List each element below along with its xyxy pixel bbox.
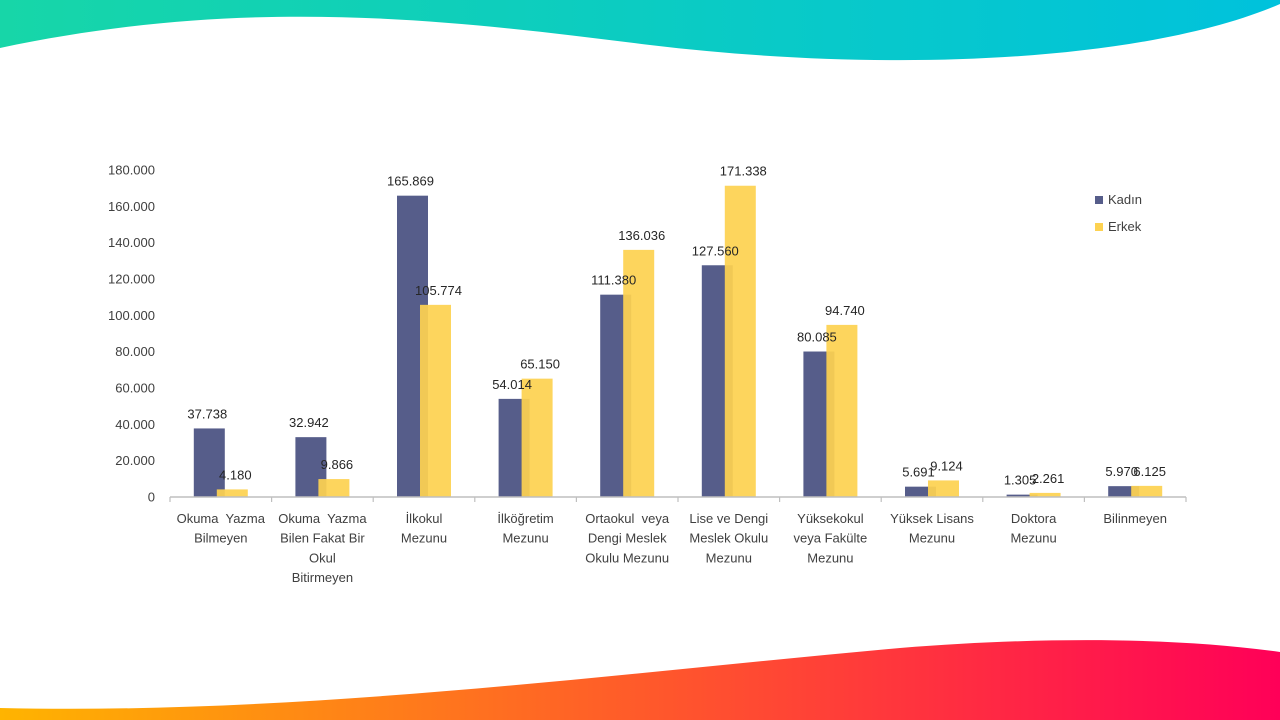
category-label: Dengi Meslek <box>588 531 667 546</box>
bar-kadin <box>1108 486 1140 497</box>
category-label: Bilen Fakat Bir <box>280 531 365 546</box>
category-label: İlkokul <box>406 511 443 526</box>
category-label: veya Fakülte <box>794 531 868 546</box>
category-label: Lise ve Dengi <box>689 511 768 526</box>
category-label: Okul <box>309 550 336 565</box>
y-tick-label: 20.000 <box>115 453 155 468</box>
bar-kadin <box>193 428 225 497</box>
y-tick-label: 180.000 <box>108 163 155 178</box>
bars <box>193 185 1163 497</box>
category-label: Doktora <box>1011 511 1057 526</box>
data-label-kadin: 5.970 <box>1105 464 1138 479</box>
category-label: Mezunu <box>706 550 752 565</box>
legend-label-kadin: Kadın <box>1108 192 1142 207</box>
bar-erkek <box>928 480 959 497</box>
legend-swatch-erkek <box>1095 223 1103 231</box>
bar-erkek <box>1131 485 1163 497</box>
y-tick-label: 100.000 <box>108 308 155 323</box>
data-label-kadin: 37.738 <box>187 406 227 421</box>
bar-erkek <box>521 378 553 497</box>
legend: Kadın Erkek <box>1095 192 1142 234</box>
bottom-wave-decoration <box>0 640 1280 720</box>
category-label: Mezunu <box>909 531 955 546</box>
legend-swatch-kadin <box>1095 196 1103 204</box>
category-label: Mezunu <box>502 531 548 546</box>
data-label-kadin: 127.560 <box>692 243 739 258</box>
data-label-erkek: 65.150 <box>520 357 560 372</box>
category-label: Okulu Mezunu <box>585 550 669 565</box>
category-label: Okuma Yazma <box>278 511 367 526</box>
x-axis-ticks <box>169 497 1187 502</box>
y-tick-label: 40.000 <box>115 417 155 432</box>
bar-erkek <box>623 249 655 497</box>
data-label-erkek: 6.125 <box>1133 464 1166 479</box>
data-label-kadin: 5.691 <box>902 465 935 480</box>
bar-erkek <box>1029 492 1061 497</box>
category-label: Yüksekokul <box>797 511 864 526</box>
y-tick-label: 140.000 <box>108 235 155 250</box>
category-label: Bilinmeyen <box>1103 511 1167 526</box>
data-label-erkek: 94.740 <box>825 303 865 318</box>
data-label-erkek: 9.866 <box>321 457 354 472</box>
bar-erkek <box>826 324 858 497</box>
category-label: İlköğretim <box>497 511 553 526</box>
data-label-kadin: 80.085 <box>797 330 837 345</box>
bar-erkek <box>318 479 350 497</box>
y-axis-tick-labels: 0 20.000 40.000 60.000 80.000 100.000 120.000 1… <box>108 163 155 505</box>
data-label-kadin: 165.869 <box>387 174 434 189</box>
y-tick-label: 60.000 <box>115 381 155 396</box>
bar-kadin <box>1006 494 1038 497</box>
category-label: Yüksek Lisans <box>890 511 974 526</box>
data-label-kadin: 54.014 <box>492 377 532 392</box>
y-tick-label: 160.000 <box>108 199 155 214</box>
category-label: Bilmeyen <box>194 531 247 546</box>
bar-kadin <box>905 486 936 497</box>
category-label: Mezunu <box>1010 531 1056 546</box>
data-label-kadin: 32.942 <box>289 415 329 430</box>
category-label: Mezunu <box>807 550 853 565</box>
y-tick-label: 80.000 <box>115 344 155 359</box>
category-label: Ortaokul veya <box>585 511 670 526</box>
data-label-erkek: 4.180 <box>219 467 252 482</box>
category-label: Mezunu <box>401 531 447 546</box>
category-labels: Okuma Yazma Bilmeyen Okuma Yazma Bilen Faka… <box>177 511 1167 585</box>
legend-label-erkek: Erkek <box>1108 219 1142 234</box>
y-tick-label: 0 <box>148 490 155 505</box>
data-labels: 37.738 4.180 32.942 9.866 165.869 105.774 54.0… <box>187 164 1166 488</box>
category-label: Meslek Okulu <box>689 531 768 546</box>
data-label-erkek: 136.036 <box>618 228 665 243</box>
data-label-erkek: 2.261 <box>1032 471 1065 486</box>
data-label-erkek: 9.124 <box>930 458 963 473</box>
bar-erkek <box>420 304 451 497</box>
y-tick-label: 120.000 <box>108 272 155 287</box>
category-label: Okuma Yazma <box>177 511 266 526</box>
top-wave-decoration <box>0 0 1280 61</box>
bar-erkek <box>724 185 756 497</box>
data-label-kadin: 1.305 <box>1004 473 1037 488</box>
data-label-erkek: 171.338 <box>720 164 767 179</box>
data-label-kadin: 111.380 <box>591 273 636 288</box>
bar-erkek <box>216 489 248 497</box>
data-label-erkek: 105.774 <box>415 283 462 298</box>
category-label: Bitirmeyen <box>292 570 353 585</box>
